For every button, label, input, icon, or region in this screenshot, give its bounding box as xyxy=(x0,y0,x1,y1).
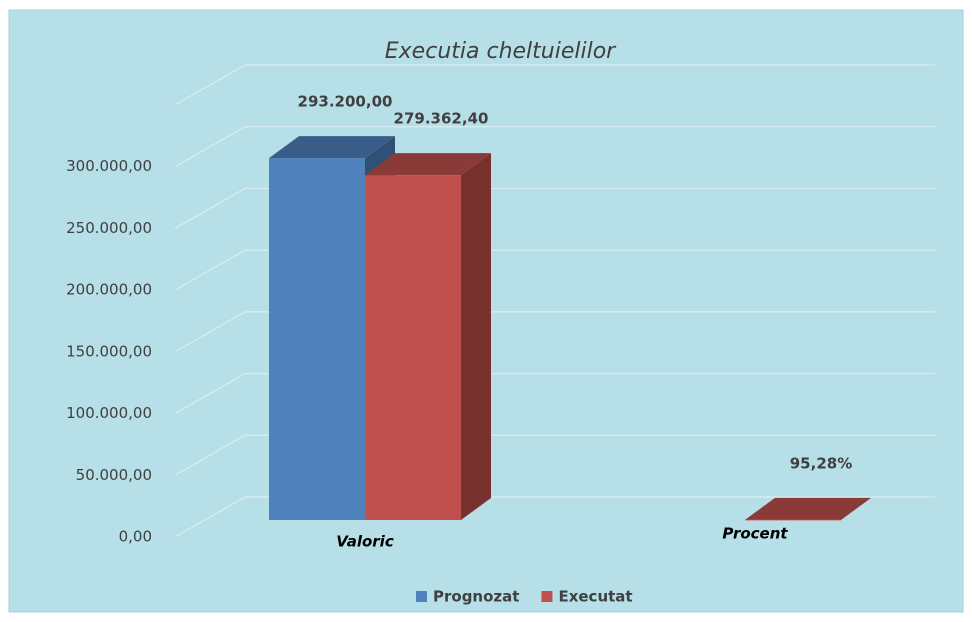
bar-face xyxy=(461,153,491,520)
bar-face xyxy=(269,158,365,520)
data-label: 293.200,00 xyxy=(298,93,393,111)
data-label: 95,28% xyxy=(790,454,852,472)
chart-title: Executia cheltuielilor xyxy=(385,39,617,64)
grid-line xyxy=(174,249,935,291)
data-label: 279.362,40 xyxy=(394,110,489,128)
y-tick-label: 50.000,00 xyxy=(76,466,152,484)
bar xyxy=(745,497,871,521)
y-tick-label: 100.000,00 xyxy=(66,404,152,422)
x-tick-label: Valoric xyxy=(336,533,394,551)
grid-line xyxy=(174,496,935,538)
bar-face xyxy=(269,136,395,159)
bar-face xyxy=(365,175,461,520)
bar-face xyxy=(745,519,841,521)
legend-swatch xyxy=(416,591,427,602)
grid-line xyxy=(174,311,935,353)
bar-face xyxy=(841,497,871,520)
grid-line xyxy=(174,187,935,229)
legend-label: Executat xyxy=(558,588,632,606)
y-tick-label: 0,00 xyxy=(119,528,152,546)
legend-swatch xyxy=(541,591,553,602)
y-tick-label: 200.000,00 xyxy=(66,281,152,299)
legend-label: Prognozat xyxy=(433,588,519,606)
bar-face xyxy=(745,497,871,520)
bar xyxy=(365,153,491,520)
bar-face xyxy=(365,153,491,176)
x-tick-label: Procent xyxy=(722,525,788,543)
grid-line xyxy=(174,64,935,106)
grid-line xyxy=(174,126,935,168)
y-tick-label: 150.000,00 xyxy=(66,342,152,360)
grid-line xyxy=(174,372,935,415)
y-tick-label: 250.000,00 xyxy=(66,219,152,237)
grid-line xyxy=(174,434,935,476)
y-tick-label: 300.000,00 xyxy=(66,157,152,175)
